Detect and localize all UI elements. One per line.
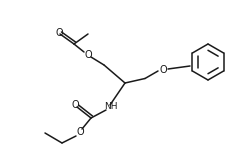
Text: O: O [84,50,92,60]
Text: O: O [71,100,78,110]
Text: O: O [76,127,84,137]
Text: NH: NH [104,101,117,111]
Text: O: O [158,65,166,75]
Text: O: O [55,28,62,38]
